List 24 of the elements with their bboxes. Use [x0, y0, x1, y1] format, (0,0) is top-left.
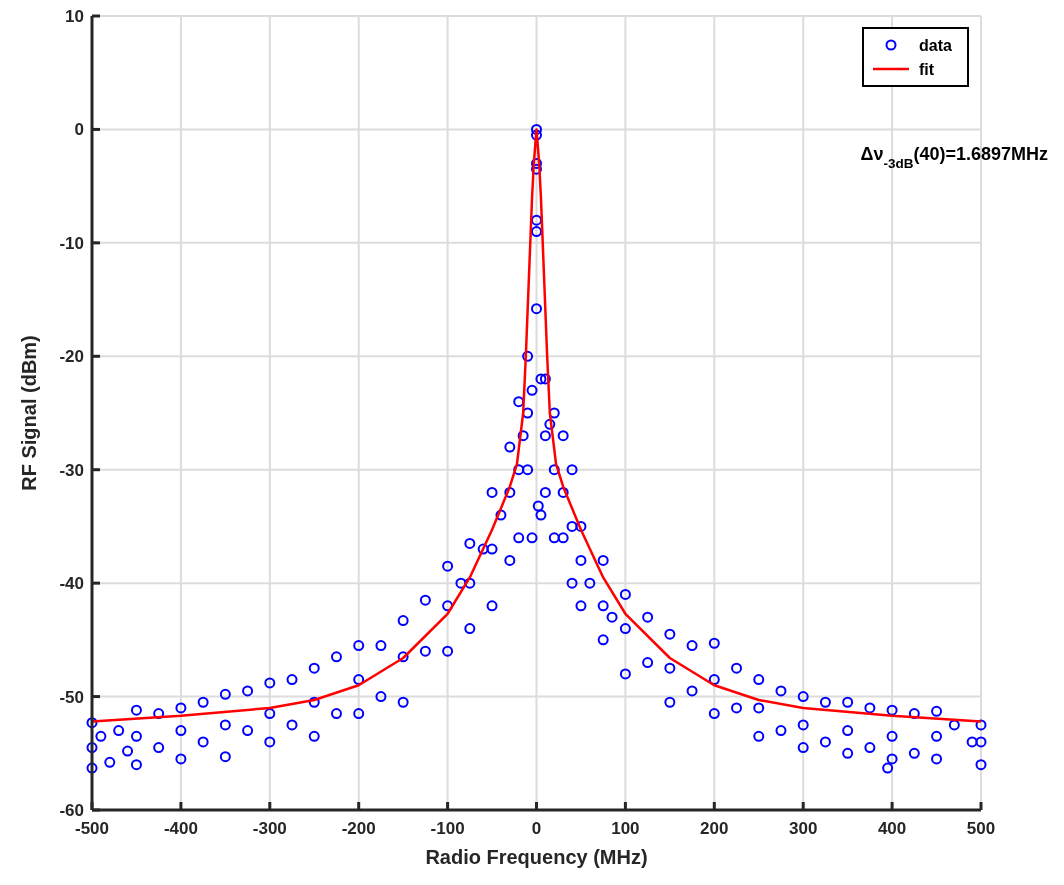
y-tick-label: -20	[59, 347, 84, 367]
y-axis-title: RF Signal (dBm)	[18, 335, 40, 491]
x-tick-label: -300	[252, 819, 287, 838]
y-tick-label: -50	[59, 687, 84, 707]
x-tick-label: -200	[341, 819, 376, 838]
y-tick-label: -30	[59, 460, 84, 480]
y-tick-label: -40	[59, 574, 84, 594]
legend-label: fit	[919, 61, 935, 78]
legend-label: data	[919, 37, 952, 54]
y-tick-label: 0	[74, 120, 84, 140]
y-tick-label: 10	[65, 7, 84, 26]
y-tick-label: -60	[59, 801, 84, 820]
y-tick-label: -10	[59, 233, 84, 253]
x-tick-label: 0	[531, 819, 542, 838]
x-tick-label: -100	[430, 819, 465, 838]
x-tick-label: 100	[611, 819, 640, 838]
x-tick-label: 400	[877, 819, 907, 838]
x-tick-label: 300	[789, 819, 818, 838]
x-tick-label: -400	[163, 819, 198, 838]
x-tick-label: -500	[74, 819, 110, 838]
annotation: Δν$_{-3dB}$(40)=1.6897MHz	[860, 144, 1048, 171]
x-tick-label: 500	[966, 819, 996, 838]
x-axis-title: Radio Frequency (MHz)	[425, 846, 648, 868]
x-tick-label: 200	[700, 819, 729, 838]
